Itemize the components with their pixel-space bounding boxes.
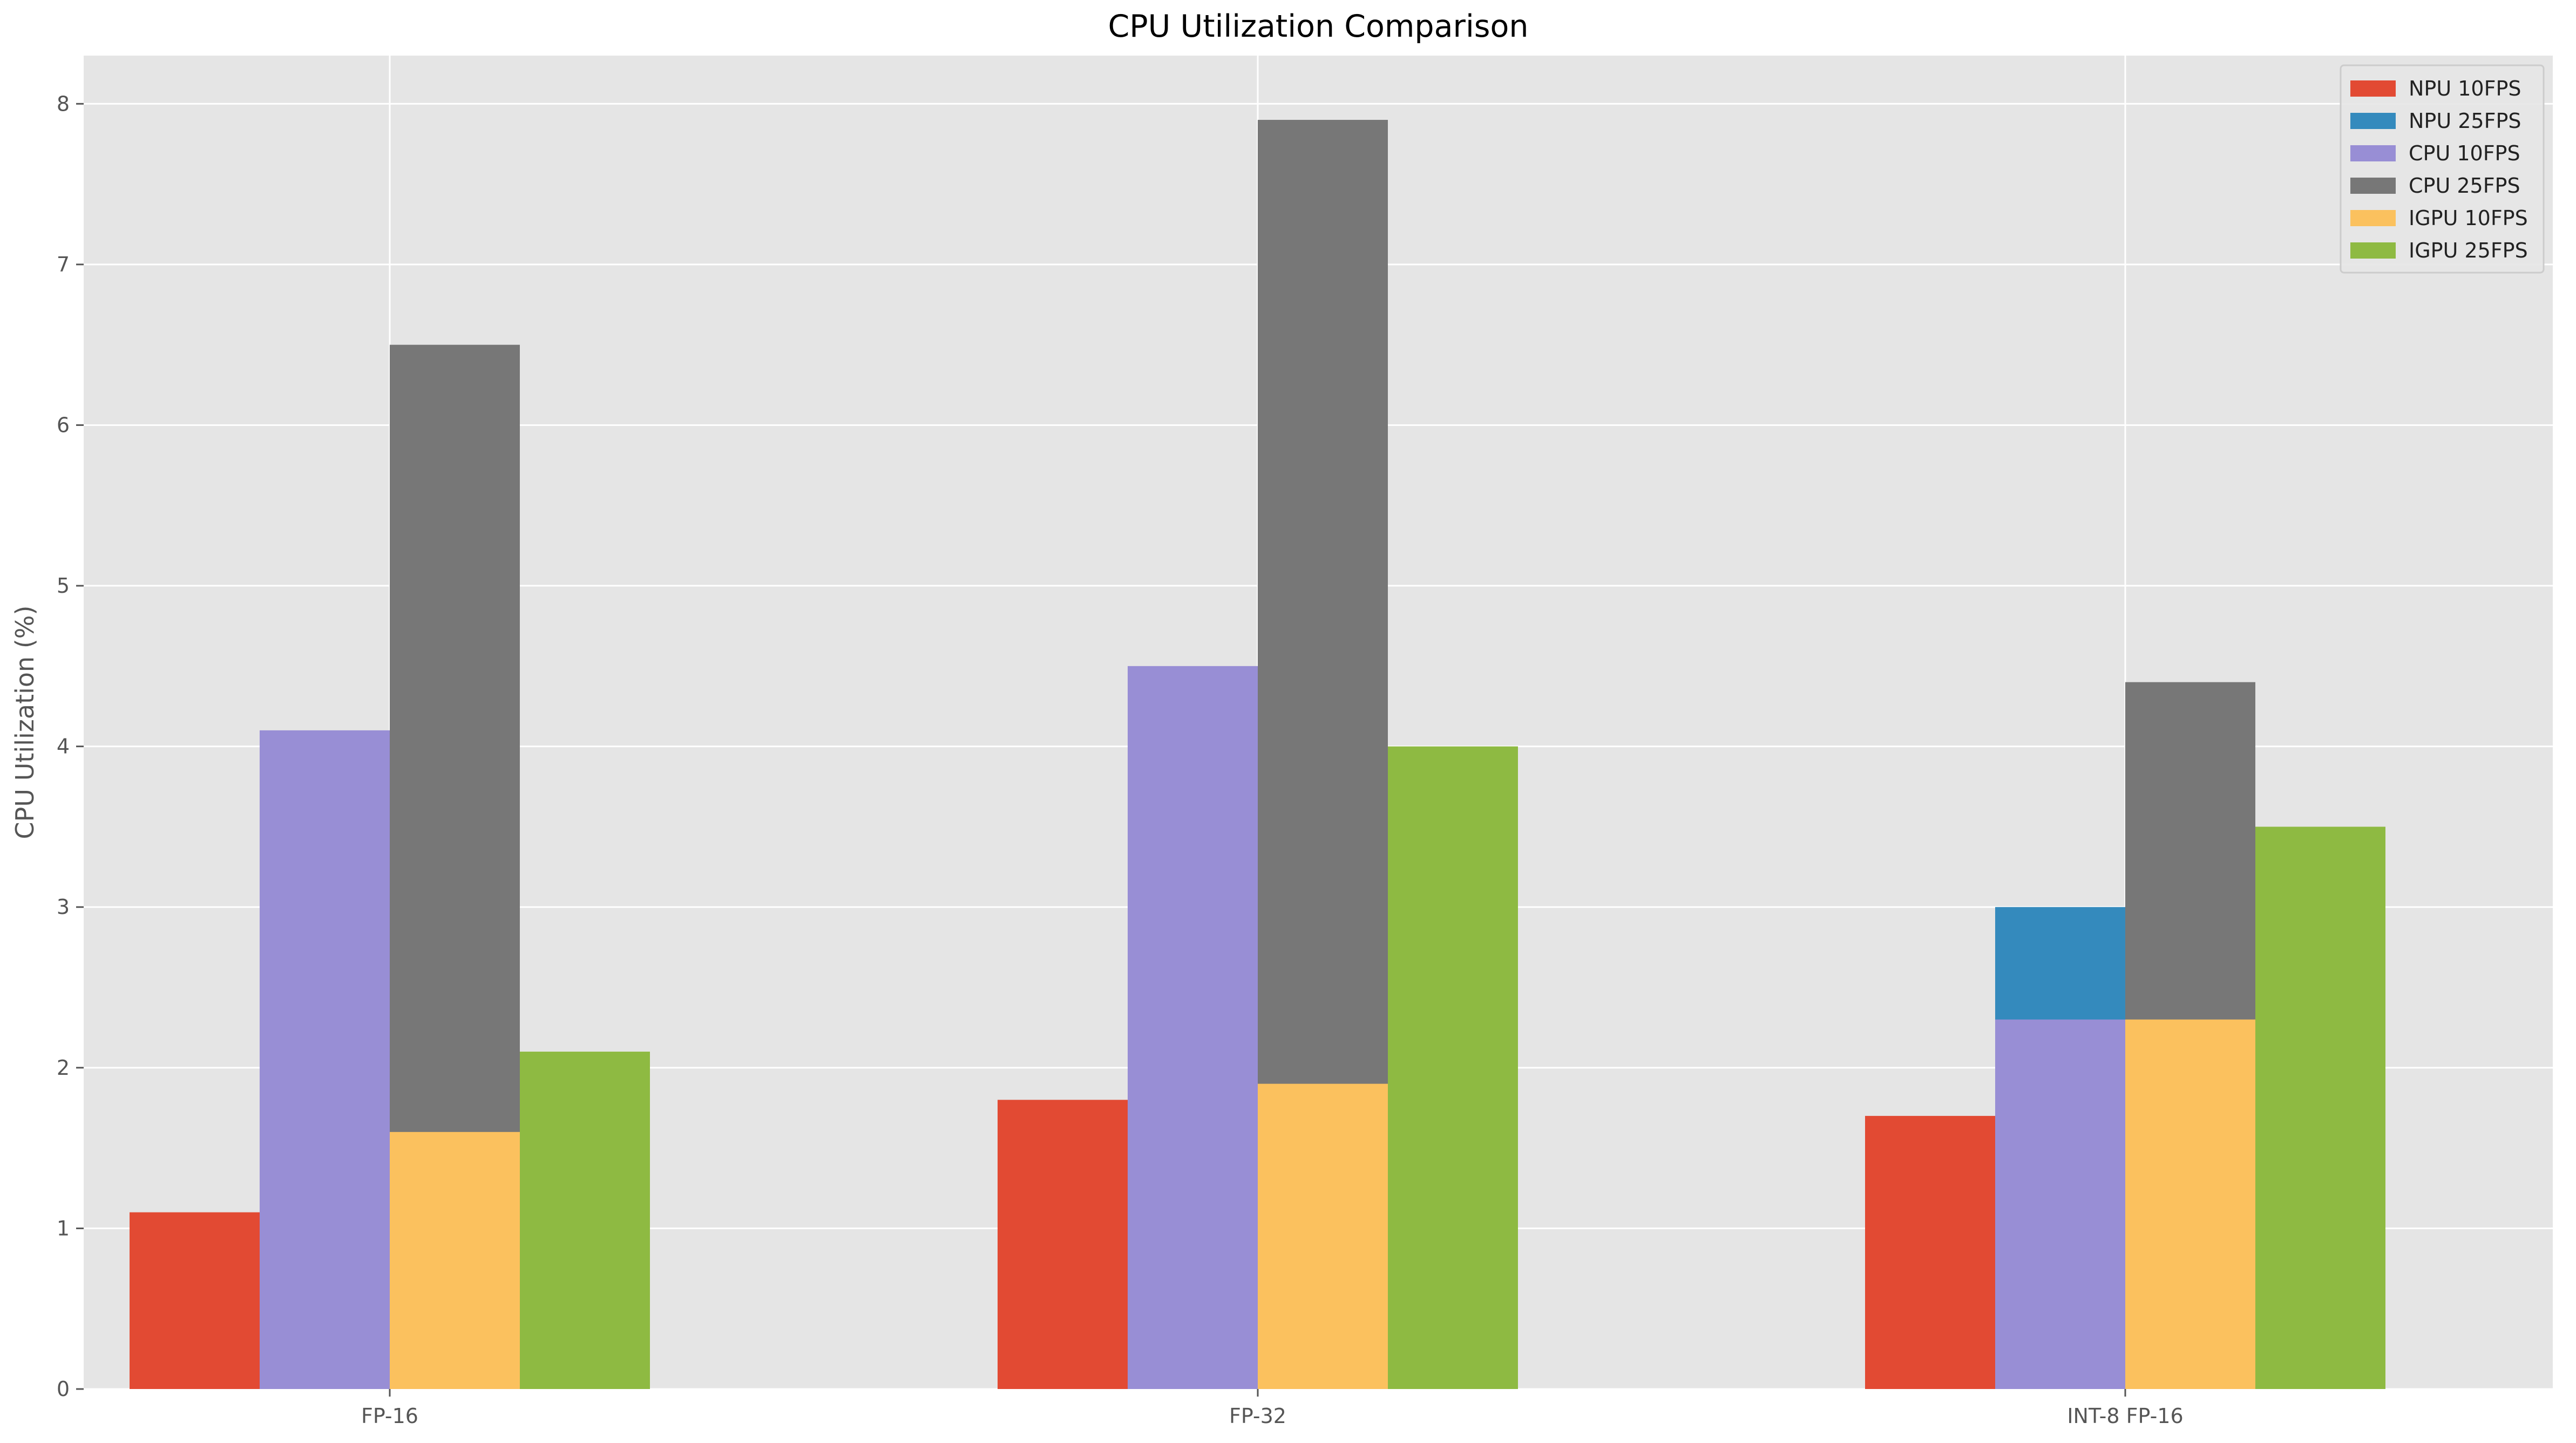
- y-axis-label: CPU Utilization (%): [10, 606, 39, 839]
- legend-label: CPU 10FPS: [2409, 141, 2520, 165]
- legend-label: NPU 25FPS: [2409, 109, 2521, 133]
- bar-igpu-25fps: [520, 1052, 650, 1389]
- legend-swatch: [2350, 145, 2396, 161]
- bar-igpu-10fps: [2125, 1019, 2255, 1389]
- bar-igpu-10fps: [390, 1132, 520, 1389]
- y-tick-label: 7: [57, 253, 70, 276]
- legend: NPU 10FPS NPU 25FPS CPU 10FPS CPU 25FPS IGPU…: [2340, 64, 2545, 274]
- bar-npu-10fps: [130, 1212, 260, 1389]
- bar-igpu-25fps: [2255, 826, 2385, 1389]
- y-tick-label: 6: [57, 413, 70, 437]
- x-tick-label: FP-32: [1229, 1404, 1286, 1428]
- y-tick-label: 3: [57, 895, 70, 919]
- bar-npu-10fps: [1865, 1116, 1995, 1389]
- legend-swatch: [2350, 178, 2396, 194]
- y-tick-label: 8: [57, 92, 70, 116]
- legend-label: CPU 25FPS: [2409, 174, 2520, 198]
- legend-label: IGPU 10FPS: [2409, 206, 2528, 230]
- legend-swatch: [2350, 113, 2396, 129]
- y-tick-label: 0: [57, 1377, 70, 1401]
- y-tick-label: 4: [57, 735, 70, 758]
- legend-label: IGPU 25FPS: [2409, 239, 2528, 262]
- bar-cpu-10fps: [260, 730, 390, 1389]
- legend-swatch: [2350, 80, 2396, 97]
- bars-layer: [130, 120, 2385, 1390]
- chart-title: CPU Utilization Comparison: [1108, 9, 1528, 44]
- x-tick-label: INT-8 FP-16: [2067, 1404, 2183, 1428]
- x-tick-label: FP-16: [361, 1404, 418, 1428]
- bar-igpu-10fps: [1258, 1083, 1388, 1389]
- legend-swatch: [2350, 210, 2396, 226]
- y-tick-label: 5: [57, 574, 70, 598]
- axis-layer: 0 1 2 3 4 5 6 7 8 FP-16 FP-32 INT-8 FP-16: [57, 92, 2184, 1428]
- bar-cpu-10fps: [1995, 1019, 2125, 1389]
- bar-npu-10fps: [998, 1100, 1128, 1389]
- legend-swatch: [2350, 242, 2396, 259]
- legend-label: NPU 10FPS: [2409, 77, 2521, 100]
- bar-igpu-25fps: [1388, 746, 1518, 1389]
- y-tick-label: 2: [57, 1056, 70, 1080]
- y-tick-label: 1: [57, 1216, 70, 1240]
- bar-cpu-10fps: [1128, 666, 1258, 1389]
